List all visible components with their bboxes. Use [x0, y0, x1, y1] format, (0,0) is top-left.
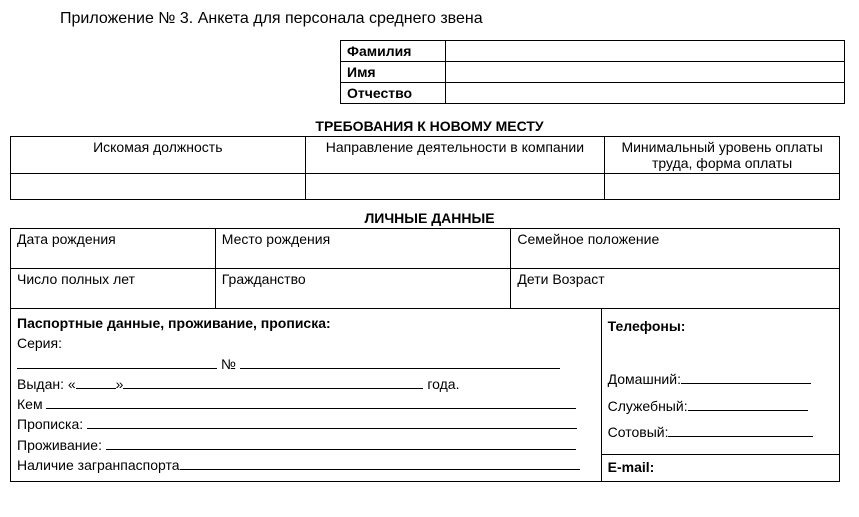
requirements-table: Искомая должность Направление деятельнос… [10, 136, 840, 200]
residence-label: Проживание: [17, 437, 102, 453]
registration-label: Прописка: [17, 416, 83, 432]
foreign-passport-label: Наличие загранпаспорта [17, 457, 180, 473]
marital-status-label: Семейное положение [511, 229, 840, 269]
birth-date-label: Дата рождения [11, 229, 216, 269]
number-sign: № [221, 356, 236, 372]
birth-place-label: Место рождения [215, 229, 511, 269]
series-line[interactable] [17, 355, 217, 369]
req-col3-label: Минимальный уровень оплаты труда, форма … [605, 137, 840, 174]
issued-mid: » [116, 376, 124, 392]
phones-title: Телефоны: [608, 318, 686, 334]
patronymic-value[interactable] [446, 83, 845, 104]
surname-value[interactable] [446, 41, 845, 62]
personal-header: ЛИЧНЫЕ ДАННЫЕ [10, 210, 849, 226]
work-phone-label: Служебный: [608, 398, 688, 414]
name-label: Имя [341, 62, 446, 83]
series-label: Серия: [17, 335, 62, 351]
children-label: Дети Возраст [511, 269, 840, 309]
patronymic-label: Отчество [341, 83, 446, 104]
issued-month-line[interactable] [123, 375, 423, 389]
passport-title: Паспортные данные, проживание, прописка: [17, 315, 331, 331]
issued-day-line[interactable] [76, 375, 116, 389]
requirements-header: ТРЕБОВАНИЯ К НОВОМУ МЕСТУ [10, 118, 849, 134]
citizenship-label: Гражданство [215, 269, 511, 309]
req-col2-value[interactable] [305, 174, 605, 200]
bywhom-line[interactable] [46, 395, 576, 409]
personal-bottom-table: Паспортные данные, проживание, прописка:… [10, 309, 840, 482]
cell-phone-line[interactable] [668, 423, 813, 437]
req-col2-label: Направление деятельности в компании [305, 137, 605, 174]
issued-pre: Выдан: « [17, 376, 76, 392]
email-label: E-mail: [608, 459, 655, 475]
name-table: Фамилия Имя Отчество [340, 40, 845, 104]
home-phone-label: Домашний: [608, 371, 681, 387]
home-phone-line[interactable] [681, 370, 811, 384]
foreign-passport-line[interactable] [180, 456, 580, 470]
work-phone-line[interactable] [688, 397, 808, 411]
contacts-block: Телефоны: Домашний: Служебный: Сотовый: … [601, 309, 839, 482]
issued-year: года. [427, 376, 459, 392]
cell-phone-label: Сотовый: [608, 424, 669, 440]
document-title: Приложение № 3. Анкета для персонала сре… [60, 10, 849, 28]
req-col1-value[interactable] [11, 174, 306, 200]
surname-label: Фамилия [341, 41, 446, 62]
passport-block: Паспортные данные, проживание, прописка:… [11, 309, 602, 482]
residence-line[interactable] [106, 436, 576, 450]
req-col1-label: Искомая должность [11, 137, 306, 174]
personal-top-table: Дата рождения Место рождения Семейное по… [10, 228, 840, 309]
bywhom-label: Кем [17, 396, 43, 412]
age-label: Число полных лет [11, 269, 216, 309]
name-value[interactable] [446, 62, 845, 83]
registration-line[interactable] [87, 415, 577, 429]
req-col3-value[interactable] [605, 174, 840, 200]
number-line[interactable] [240, 355, 560, 369]
